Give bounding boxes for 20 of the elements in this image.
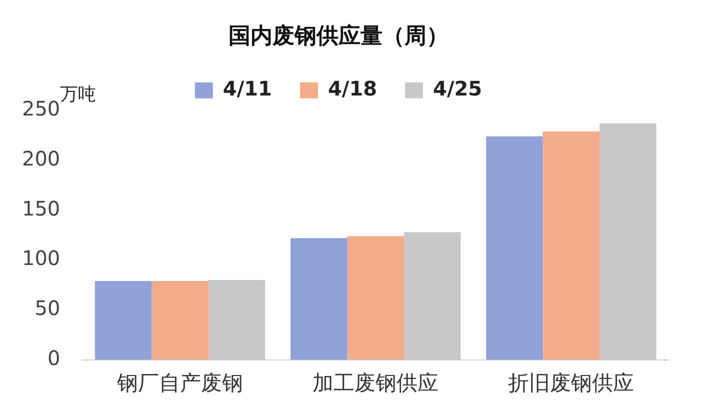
legend-label: 4/25 xyxy=(433,76,482,101)
y-axis-title: 万吨 xyxy=(60,84,96,106)
y-tick-label: 250 xyxy=(22,96,60,121)
bar xyxy=(542,131,600,360)
bar xyxy=(347,236,404,360)
legend-label: 4/18 xyxy=(328,76,378,101)
x-tick-label: 钢厂自产废钢 xyxy=(116,370,243,395)
bar xyxy=(152,280,208,360)
x-tick-label: 折旧废钢供应 xyxy=(508,370,634,395)
legend-label: 4/11 xyxy=(222,76,272,101)
chart-title: 国内废钢供应量（周） xyxy=(228,22,448,49)
bar xyxy=(94,280,152,360)
bar xyxy=(290,238,348,360)
y-tick-label: 200 xyxy=(22,146,60,170)
y-tick-label: 150 xyxy=(22,196,60,220)
x-tick-label: 加工废钢供应 xyxy=(312,370,439,395)
y-tick-label: 0 xyxy=(47,346,60,370)
y-tick-label: 50 xyxy=(34,296,60,320)
y-tick-label: 100 xyxy=(22,246,60,270)
bar xyxy=(486,136,543,360)
